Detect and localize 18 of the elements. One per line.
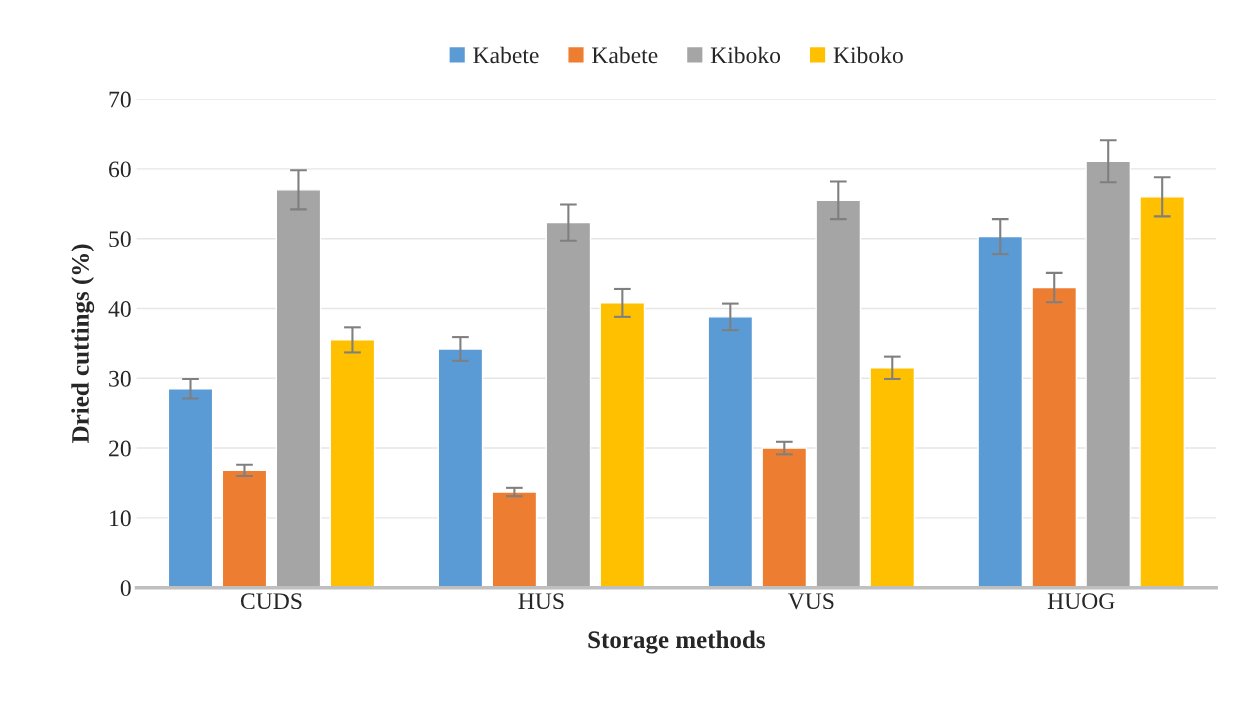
y-tick-label: 0 — [120, 580, 131, 597]
y-tick-label: 40 — [108, 300, 131, 317]
legend-label: Kiboko — [833, 46, 903, 64]
y-tick-label: 30 — [109, 370, 131, 387]
y-tick-label: 50 — [109, 231, 131, 248]
y-tick-label: 10 — [110, 510, 131, 527]
y-tick-label: 20 — [109, 440, 131, 457]
x-tick-label: VUS — [787, 593, 834, 610]
y-tick-label: 60 — [109, 161, 131, 178]
x-axis-title: Storage methods — [588, 630, 765, 654]
x-tick-label: HUS — [518, 593, 564, 610]
legend-label: Kabete — [592, 46, 658, 64]
y-tick-label: 70 — [109, 91, 131, 108]
legend-label: Kabete — [473, 46, 539, 64]
y-axis-title: Dried cuttings (%) — [71, 244, 95, 443]
x-tick-label: HUOG — [1047, 593, 1115, 610]
legend-label: Kiboko — [710, 46, 781, 64]
x-tick-label: CUDS — [240, 593, 302, 610]
